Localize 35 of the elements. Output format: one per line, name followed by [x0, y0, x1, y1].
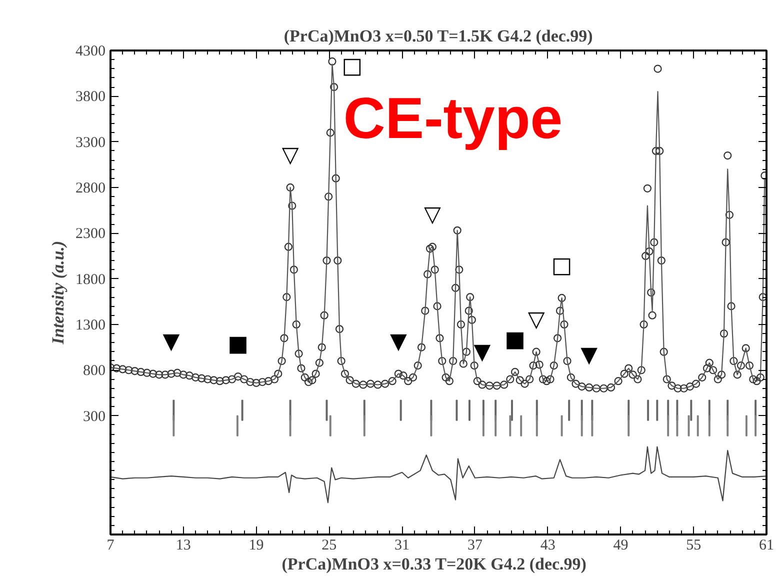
x-tick-label: 61	[759, 538, 774, 554]
chart-title: (PrCa)MnO3 x=0.50 T=1.5K G4.2 (dec.99)	[284, 26, 593, 46]
annotation: CE-type	[343, 86, 563, 151]
x-tick-label: 31	[394, 538, 410, 554]
annotation: ▼	[162, 329, 180, 354]
y-axis-title: Intensity (a.u.)	[48, 240, 68, 346]
line-series	[110, 446, 766, 504]
x-axis-title: (PrCa)MnO3 x=0.33 T=20K G4.2 (dec.99)	[282, 554, 586, 574]
x-tick-label: 55	[686, 538, 702, 554]
annotation: ▽	[528, 307, 545, 332]
annotation: ▼	[390, 329, 407, 354]
annotation: ▼	[474, 340, 491, 366]
x-tick-label: 49	[613, 538, 628, 554]
y-tick-label: 800	[83, 363, 106, 380]
x-tick-label: 13	[176, 538, 191, 554]
annotation: ■	[504, 327, 526, 352]
y-tick-label: 300	[83, 408, 106, 425]
y-tick-label: 3300	[76, 134, 106, 151]
annotation: ■	[228, 332, 248, 358]
y-tick-label: 2300	[76, 226, 106, 242]
annotation: □	[342, 54, 363, 79]
y-tick-label: 1300	[76, 317, 106, 334]
annotation: □	[551, 253, 572, 278]
y-tick-label: 2800	[76, 180, 106, 196]
annotation: ▽	[424, 202, 441, 228]
x-tick-label: 19	[248, 538, 264, 554]
y-tick-label: 1800	[76, 272, 106, 288]
y-tick-label: 4300	[76, 44, 106, 60]
x-tick-label: 37	[467, 538, 483, 554]
annotation: ▼	[580, 342, 598, 368]
annotation: ▽	[282, 142, 299, 168]
x-tick-label: 43	[540, 538, 556, 554]
y-tick-label: 3800	[76, 89, 106, 106]
x-tick-label: 25	[322, 538, 337, 554]
x-tick-label: 7	[106, 538, 115, 554]
